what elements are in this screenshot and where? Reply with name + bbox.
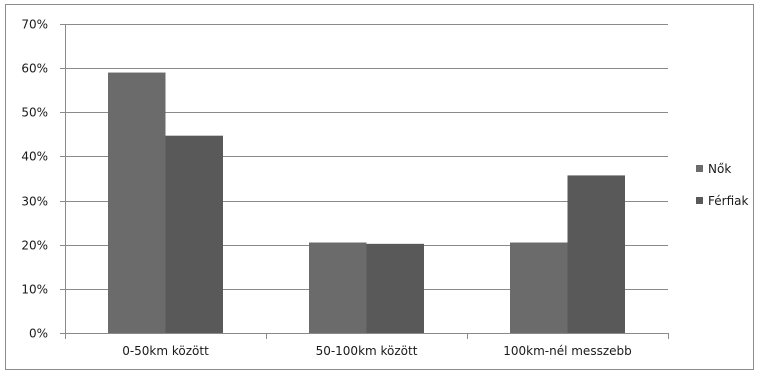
y-tick-label: 50% [21, 106, 48, 120]
bar [309, 242, 367, 333]
x-tick-labels: 0-50km között 50-100km között 100km-nél me… [122, 344, 632, 358]
bar [108, 72, 166, 334]
legend: Nők Férfiak [696, 162, 748, 208]
y-tick-label: 70% [21, 18, 48, 32]
y-tick-label: 10% [21, 283, 48, 297]
bar [366, 243, 424, 333]
legend-label: Nők [708, 162, 731, 176]
x-tick-label: 100km-nél messzebb [503, 344, 632, 358]
legend-swatch [696, 197, 703, 204]
y-tick-label: 20% [21, 239, 48, 253]
bar [510, 242, 568, 333]
bar [165, 135, 223, 333]
x-tick-label: 0-50km között [122, 344, 209, 358]
axes [60, 24, 669, 339]
y-tick-label: 60% [21, 62, 48, 76]
y-tick-labels: 0% 10% 20% 30% 40% 50% 60% 70% [21, 18, 48, 341]
legend-swatch [696, 165, 703, 172]
y-tick-label: 0% [29, 327, 48, 341]
y-tick-label: 30% [21, 195, 48, 209]
x-tick-label: 50-100km között [316, 344, 418, 358]
bar [567, 175, 625, 333]
bars [108, 72, 625, 334]
y-tick-label: 40% [21, 150, 48, 164]
legend-label: Férfiak [708, 194, 748, 208]
